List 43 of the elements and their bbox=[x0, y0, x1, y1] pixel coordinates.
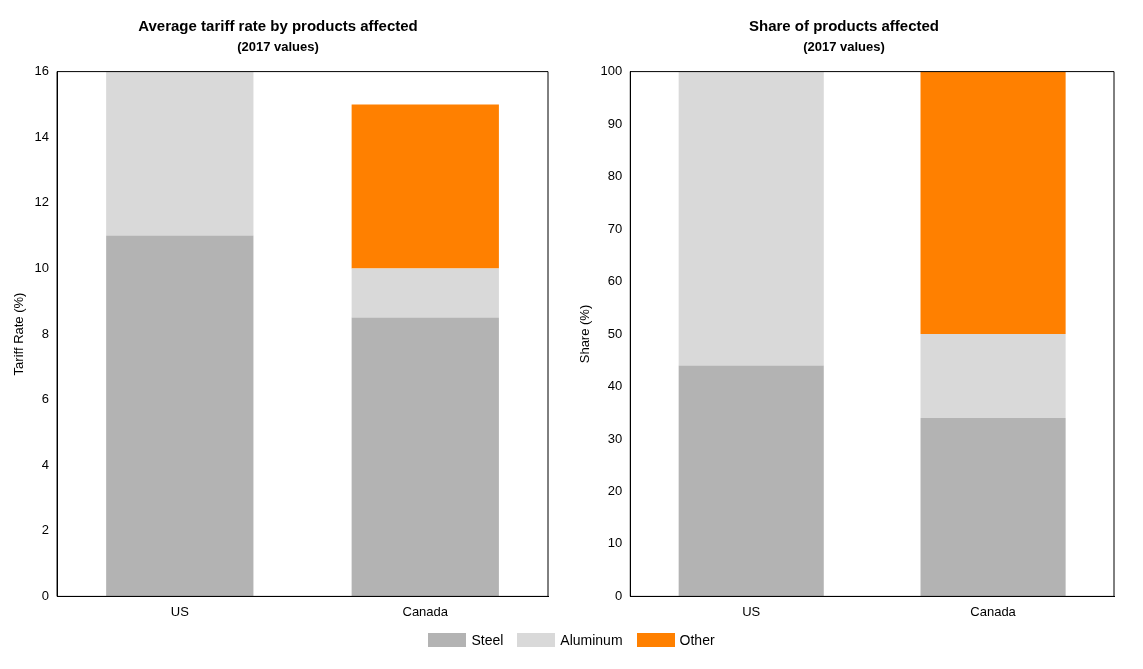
y-tick-label: 0 bbox=[41, 587, 50, 603]
x-tick-label: Canada bbox=[970, 603, 1017, 619]
bar bbox=[678, 365, 824, 597]
y-tick-label: 10 bbox=[34, 259, 50, 275]
y-tick-label: 40 bbox=[607, 378, 623, 394]
bar bbox=[351, 317, 499, 597]
x-tick-label: US bbox=[170, 603, 190, 619]
bar bbox=[920, 417, 1066, 597]
y-tick-label: 2 bbox=[41, 522, 50, 538]
x-tick-label: Canada bbox=[402, 603, 449, 619]
y-tick-label: 50 bbox=[607, 325, 623, 341]
x-tick-label: US bbox=[742, 603, 761, 619]
y-tick-label: 90 bbox=[607, 115, 623, 131]
bar bbox=[920, 71, 1066, 334]
chart-subtitle: (2017 values) bbox=[803, 39, 885, 55]
y-tick-label: 0 bbox=[615, 587, 623, 603]
y-axis-title: Share (%) bbox=[577, 304, 593, 364]
y-tick-label: 6 bbox=[41, 391, 50, 407]
y-tick-label: 10 bbox=[607, 535, 623, 551]
y-tick-label: 80 bbox=[607, 168, 623, 184]
y-tick-label: 16 bbox=[34, 63, 50, 79]
bar bbox=[678, 71, 824, 366]
y-tick-label: 8 bbox=[41, 325, 50, 341]
bar bbox=[106, 235, 254, 597]
y-tick-label: 14 bbox=[34, 128, 50, 144]
chart-title: Share of products affected bbox=[748, 17, 940, 35]
y-tick-label: 100 bbox=[600, 63, 623, 79]
bar bbox=[106, 71, 254, 236]
legend-label: Other bbox=[679, 632, 715, 648]
y-tick-label: 4 bbox=[41, 456, 50, 472]
legend-label: Aluminum bbox=[560, 632, 623, 648]
bar bbox=[351, 268, 499, 318]
y-tick-label: 60 bbox=[607, 273, 623, 289]
bar bbox=[920, 334, 1066, 418]
bar bbox=[351, 104, 499, 269]
chart-subtitle: (2017 values) bbox=[237, 39, 319, 55]
legend-label: Steel bbox=[471, 632, 504, 648]
y-axis-title: Tariff Rate (%) bbox=[11, 292, 27, 376]
chart-title: Average tariff rate by products affected bbox=[138, 17, 418, 35]
y-tick-label: 20 bbox=[607, 483, 623, 499]
y-tick-label: 30 bbox=[607, 430, 623, 446]
y-tick-label: 70 bbox=[607, 220, 623, 236]
y-tick-label: 12 bbox=[34, 194, 50, 210]
